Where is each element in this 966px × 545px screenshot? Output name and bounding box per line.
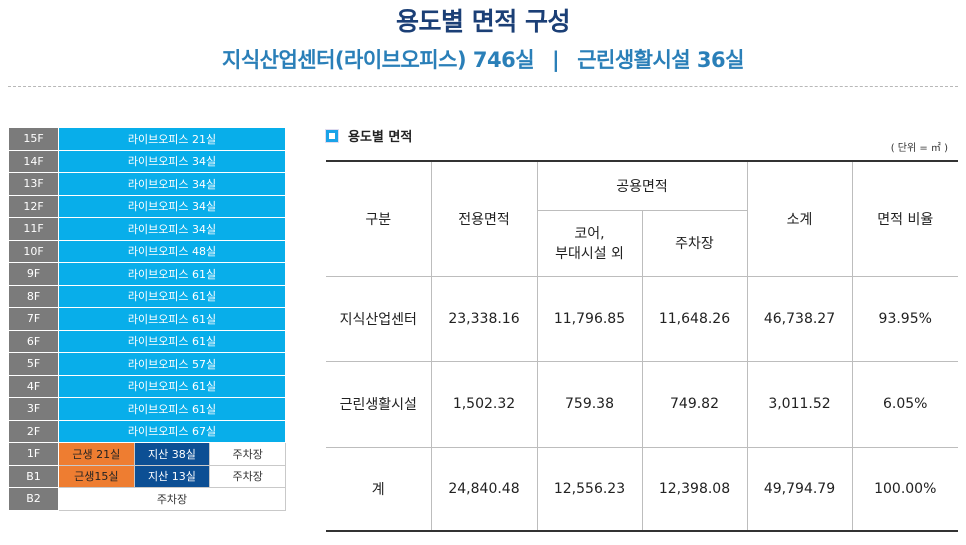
floor-office: 라이브오피스 61실 [58, 397, 286, 421]
floor-label: B1 [8, 464, 59, 488]
floor-parking: 주차장 [209, 442, 286, 466]
cell-ratio: 93.95% [851, 275, 958, 362]
floor-office: 라이브오피스 61실 [58, 307, 286, 331]
floor-office: 라이브오피스 48실 [58, 239, 286, 263]
page-title: 용도별 면적 구성 [396, 7, 570, 36]
header-category: 구분 [326, 160, 432, 277]
floor-label: 9F [8, 262, 59, 286]
header-core: 코어, 부대시설 외 [537, 209, 643, 277]
table-row: 근린생활시설 1,502.32 759.38 749.82 3,011.52 6… [326, 360, 958, 448]
header-subtotal: 소계 [746, 160, 853, 277]
floor-label: 12F [8, 194, 59, 218]
header-core-line1: 코어, [574, 226, 605, 242]
floor-office: 라이브오피스 67실 [58, 419, 286, 443]
floor-office: 라이브오피스 61실 [58, 374, 286, 398]
cell-core: 11,796.85 [536, 275, 643, 362]
subtitle-separator: | [552, 48, 560, 72]
floor-label: 13F [8, 172, 59, 196]
header-subrow: 코어, 부대시설 외 주차장 [326, 209, 958, 277]
cell-subtotal: 3,011.52 [746, 360, 853, 448]
floor-row-2f: 2F 라이브오피스 67실 [8, 419, 286, 443]
floor-row-6f: 6F 라이브오피스 61실 [8, 329, 286, 353]
header-core-line2: 부대시설 외 [555, 246, 624, 262]
header-common: 공용면적 [536, 160, 748, 211]
cell-subtotal: 49,794.79 [746, 446, 853, 532]
cell-parking: 12,398.08 [641, 446, 748, 532]
row-name: 계 [326, 446, 432, 532]
floor-branch: 지산 38실 [133, 442, 211, 466]
floor-office: 라이브오피스 21실 [58, 127, 286, 151]
cell-exclusive: 24,840.48 [430, 446, 538, 532]
floor-row-1f: 1F 근생 21실 지산 38실 주차장 [8, 442, 286, 466]
floor-row-12f: 12F 라이브오피스 34실 [8, 194, 286, 218]
floor-label: 14F [8, 149, 59, 173]
floor-office: 라이브오피스 34실 [58, 172, 286, 196]
floor-office: 라이브오피스 34실 [58, 217, 286, 241]
floor-parking: 주차장 [209, 464, 286, 488]
floor-label: 8F [8, 284, 59, 308]
floor-stack-table: 15F 라이브오피스 21실 14F 라이브오피스 34실 13F 라이브오피스 34… [8, 127, 286, 511]
floor-office: 라이브오피스 34실 [58, 149, 286, 173]
floor-row-8f: 8F 라이브오피스 61실 [8, 284, 286, 308]
floor-row-14f: 14F 라이브오피스 34실 [8, 149, 286, 173]
header-ratio: 면적 비율 [851, 160, 958, 277]
floor-label: B2 [8, 487, 59, 511]
floor-row-5f: 5F 라이브오피스 57실 [8, 352, 286, 376]
subtitle-retail: 근린생활시설 36실 [577, 48, 744, 72]
floor-row-b1: B1 근생15실 지산 13실 주차장 [8, 464, 286, 488]
floor-label: 15F [8, 127, 59, 151]
cell-exclusive: 23,338.16 [430, 275, 538, 362]
floor-label: 7F [8, 307, 59, 331]
floor-row-15f: 15F 라이브오피스 21실 [8, 127, 286, 151]
square-bullet-icon [326, 130, 338, 142]
section-heading: 용도별 면적 [326, 126, 412, 145]
floor-label: 3F [8, 397, 59, 421]
row-name: 지식산업센터 [326, 275, 432, 362]
floor-retail: 근생15실 [58, 464, 135, 488]
cell-ratio: 6.05% [851, 360, 958, 448]
divider [8, 86, 958, 87]
floor-label: 6F [8, 329, 59, 353]
floor-label: 5F [8, 352, 59, 376]
floor-office: 라이브오피스 61실 [58, 329, 286, 353]
floor-row-10f: 10F 라이브오피스 48실 [8, 239, 286, 263]
cell-ratio: 100.00% [851, 446, 958, 532]
header-exclusive: 전용면적 [430, 160, 538, 277]
cell-parking: 749.82 [641, 360, 748, 448]
floor-label: 10F [8, 239, 59, 263]
header-row: 구분 전용면적 공용면적 소계 면적 비율 [326, 160, 958, 277]
page-subtitle: 지식산업센터(라이브오피스) 746실 | 근린생활시설 36실 [0, 44, 966, 74]
table-row: 지식산업센터 23,338.16 11,796.85 11,648.26 46,… [326, 275, 958, 362]
area-table: 구분 전용면적 공용면적 소계 면적 비율 코어, 부대시설 외 주차장 지식산업… [326, 160, 958, 532]
floor-row-13f: 13F 라이브오피스 34실 [8, 172, 286, 196]
floor-row-7f: 7F 라이브오피스 61실 [8, 307, 286, 331]
floor-office: 라이브오피스 61실 [58, 262, 286, 286]
floor-label: 1F [8, 442, 59, 466]
row-name: 근린생활시설 [326, 360, 432, 448]
header-parking: 주차장 [641, 209, 747, 277]
cell-subtotal: 46,738.27 [746, 275, 853, 362]
floor-label: 4F [8, 374, 59, 398]
floor-office: 라이브오피스 34실 [58, 194, 286, 218]
subtitle-office: 지식산업센터(라이브오피스) 746실 [222, 48, 535, 72]
floor-parking: 주차장 [58, 487, 286, 511]
floor-office: 라이브오피스 61실 [58, 284, 286, 308]
floor-label: 11F [8, 217, 59, 241]
cell-exclusive: 1,502.32 [430, 360, 538, 448]
cell-core: 12,556.23 [536, 446, 643, 532]
floor-office: 라이브오피스 57실 [58, 352, 286, 376]
unit-note: ( 단위 = ㎡ ) [890, 143, 948, 154]
section-heading-text: 용도별 면적 [348, 130, 413, 145]
cell-parking: 11,648.26 [641, 275, 748, 362]
floor-retail: 근생 21실 [58, 442, 135, 466]
floor-row-11f: 11F 라이브오피스 34실 [8, 217, 286, 241]
floor-row-9f: 9F 라이브오피스 61실 [8, 262, 286, 286]
floor-row-4f: 4F 라이브오피스 61실 [8, 374, 286, 398]
floor-label: 2F [8, 419, 59, 443]
floor-row-b2: B2 주차장 [8, 487, 286, 511]
floor-branch: 지산 13실 [133, 464, 211, 488]
table-row-total: 계 24,840.48 12,556.23 12,398.08 49,794.7… [326, 446, 958, 532]
cell-core: 759.38 [536, 360, 643, 448]
floor-row-3f: 3F 라이브오피스 61실 [8, 397, 286, 421]
